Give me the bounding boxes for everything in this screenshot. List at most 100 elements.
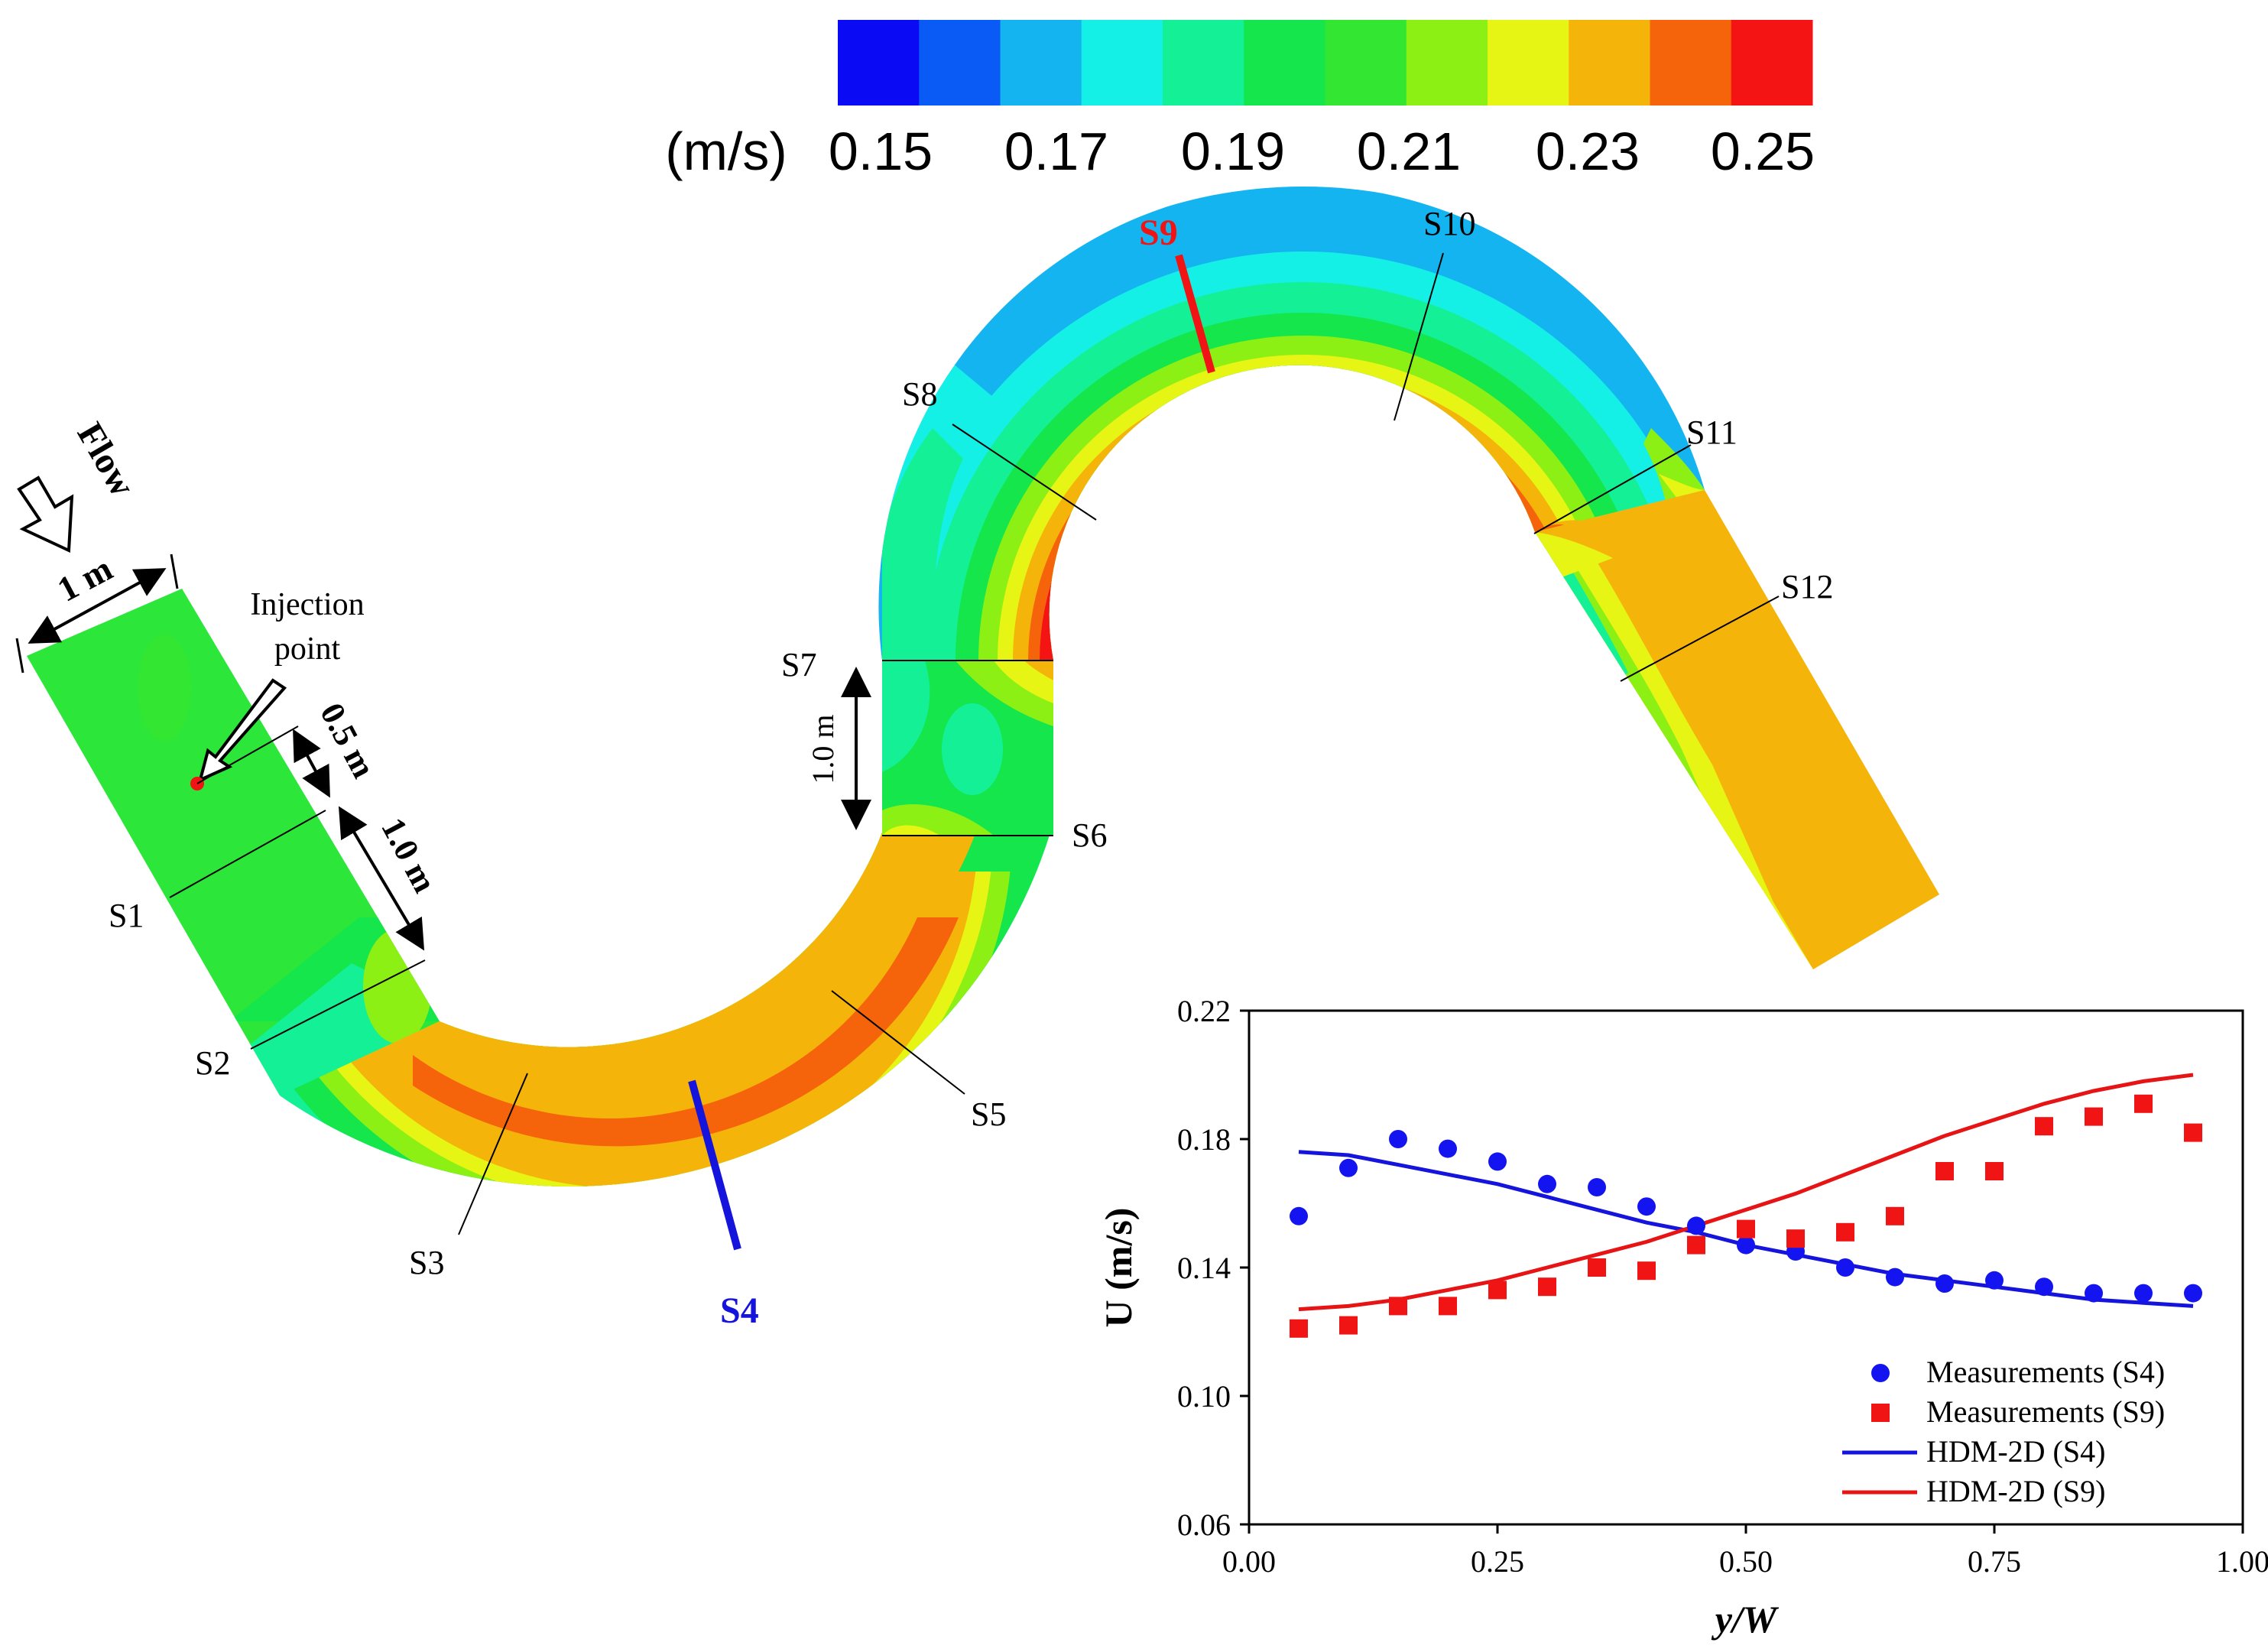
colorbar: (m/s) 0.15 0.17 0.19 0.21 0.23 0.25	[665, 20, 1815, 181]
colorbar-tick-label: 0.25	[1711, 122, 1815, 181]
line-hdm-2d-s9	[1298, 1073, 2194, 1312]
injection-leader-line	[196, 725, 299, 784]
point-measurements-s4	[2134, 1284, 2153, 1303]
colorbar-tick-label: 0.15	[829, 122, 933, 181]
point-measurements-s4	[2184, 1284, 2202, 1303]
section-label-s3: S3	[409, 1244, 444, 1281]
point-measurements-s9	[1836, 1222, 1854, 1242]
flow-label: Flow	[69, 416, 143, 504]
point-measurements-s4	[1439, 1139, 1457, 1158]
y-tick-label: 0.06	[1177, 1508, 1231, 1542]
chart-x-axis-label: y/W	[1712, 1598, 1780, 1641]
colorbar-cells	[838, 20, 1813, 105]
colorbar-cell	[1406, 20, 1488, 105]
section-label-s5: S5	[971, 1096, 1006, 1133]
colorbar-cell	[1081, 20, 1163, 105]
colorbar-cell	[1163, 20, 1244, 105]
point-measurements-s9	[1687, 1235, 1705, 1255]
colorbar-cell	[1569, 20, 1650, 105]
section-label-s12: S12	[1781, 568, 1833, 605]
chart-legend: Measurements (S4) Measurements (S9) HDM-2D…	[1842, 1355, 2165, 1508]
colorbar-tick-label: 0.19	[1181, 122, 1285, 181]
section-line-s9-highlight	[1175, 254, 1215, 374]
x-tick-label: 0.00	[1222, 1544, 1276, 1579]
y-tick-label: 0.18	[1177, 1122, 1231, 1157]
section-label-s9: S9	[1139, 213, 1178, 253]
section-label-s11: S11	[1686, 414, 1738, 451]
y-tick-label: 0.22	[1177, 994, 1231, 1028]
colorbar-tick-label: 0.23	[1536, 122, 1640, 181]
colorbar-cell	[1244, 20, 1325, 105]
chart-marks	[1290, 1073, 2202, 1338]
point-measurements-s9	[1786, 1229, 1805, 1248]
section-line-s4-highlight	[688, 1079, 741, 1251]
section-line-s2	[250, 959, 426, 1050]
point-measurements-s9	[1588, 1258, 1606, 1277]
flow-arrow-icon	[17, 476, 74, 553]
middle-dimension: 1.0 m	[806, 667, 871, 830]
section-label-s10: S10	[1423, 205, 1475, 242]
injection-label: point	[274, 631, 341, 667]
point-measurements-s4	[1985, 1271, 2004, 1290]
dist-10b-label: 1.0 m	[806, 714, 840, 784]
point-measurements-s4	[1538, 1174, 1556, 1193]
inset-chart: 0.00 0.25 0.50 0.75 1.00 0.06 0.10 0.14 0.18 0.22…	[1097, 991, 2268, 1648]
point-measurements-s9	[1985, 1162, 2004, 1180]
colorbar-unit-label: (m/s)	[665, 122, 787, 181]
middle-reach	[882, 661, 1053, 836]
section-line-s1	[169, 810, 326, 898]
section-line-s11	[1533, 444, 1692, 534]
colorbar-tick-label: 0.17	[1004, 122, 1108, 181]
width-tick-right	[170, 553, 179, 589]
section-label-s2: S2	[195, 1044, 230, 1082]
point-measurements-s4	[1588, 1178, 1606, 1196]
point-measurements-s9	[2184, 1123, 2202, 1142]
colorbar-cell	[838, 20, 920, 105]
y-tick-label: 0.14	[1177, 1251, 1231, 1285]
point-measurements-s9	[1886, 1206, 1904, 1225]
section-line-s10	[1394, 252, 1444, 421]
section-label-s4: S4	[720, 1290, 759, 1331]
x-tick-label: 1.00	[2216, 1544, 2268, 1579]
point-measurements-s4	[1389, 1130, 1407, 1148]
outlet-reach	[1535, 490, 1939, 969]
section-line-s12	[1620, 596, 1780, 682]
legend-label-measurements-s9: Measurements (S9)	[1926, 1394, 2165, 1429]
point-measurements-s9	[1389, 1297, 1407, 1316]
point-measurements-s4	[1637, 1197, 1656, 1216]
legend-marker-measurements-s9	[1871, 1404, 1890, 1422]
legend-label-hdm-2d-s9: HDM-2D (S9)	[1926, 1474, 2105, 1508]
point-measurements-s4	[1886, 1268, 1904, 1287]
dist-05-arrow	[293, 729, 330, 798]
point-measurements-s9	[1290, 1319, 1308, 1338]
y-tick-label: 0.10	[1177, 1379, 1231, 1414]
width-dimension-arrow	[28, 568, 167, 644]
colorbar-cell	[1731, 20, 1813, 105]
point-measurements-s9	[1935, 1162, 1954, 1180]
dist-10-arrow	[338, 806, 425, 951]
section-label-s1: S1	[109, 897, 144, 934]
x-tick-label: 0.25	[1471, 1544, 1524, 1579]
point-measurements-s9	[1339, 1316, 1358, 1335]
point-measurements-s4	[2035, 1277, 2053, 1297]
point-measurements-s4	[1488, 1152, 1507, 1171]
point-measurements-s4	[1687, 1216, 1705, 1235]
legend-label-measurements-s4: Measurements (S4)	[1926, 1355, 2165, 1389]
section-line-s3	[458, 1073, 528, 1235]
section-label-s8: S8	[902, 375, 937, 413]
legend-marker-measurements-s4	[1871, 1364, 1890, 1382]
colorbar-cell	[1488, 20, 1569, 105]
legend-label-hdm-2d-s4: HDM-2D (S4)	[1926, 1434, 2105, 1469]
flow-arrow: Flow	[17, 416, 143, 553]
x-tick-label: 0.50	[1719, 1544, 1773, 1579]
section-line-s8	[952, 424, 1097, 521]
point-measurements-s4	[1339, 1158, 1358, 1177]
point-measurements-s4	[1737, 1235, 1755, 1255]
section-labels: S1 S2 S3 S4 S5 S6 S7 S8 S9 S10 S11 S12	[109, 205, 1833, 1331]
point-measurements-s9	[1538, 1277, 1556, 1297]
point-measurements-s9	[2134, 1094, 2153, 1113]
dist-05-label: 0.5 m	[313, 697, 382, 784]
colorbar-cell	[919, 20, 1001, 105]
section-label-s7: S7	[781, 646, 816, 683]
